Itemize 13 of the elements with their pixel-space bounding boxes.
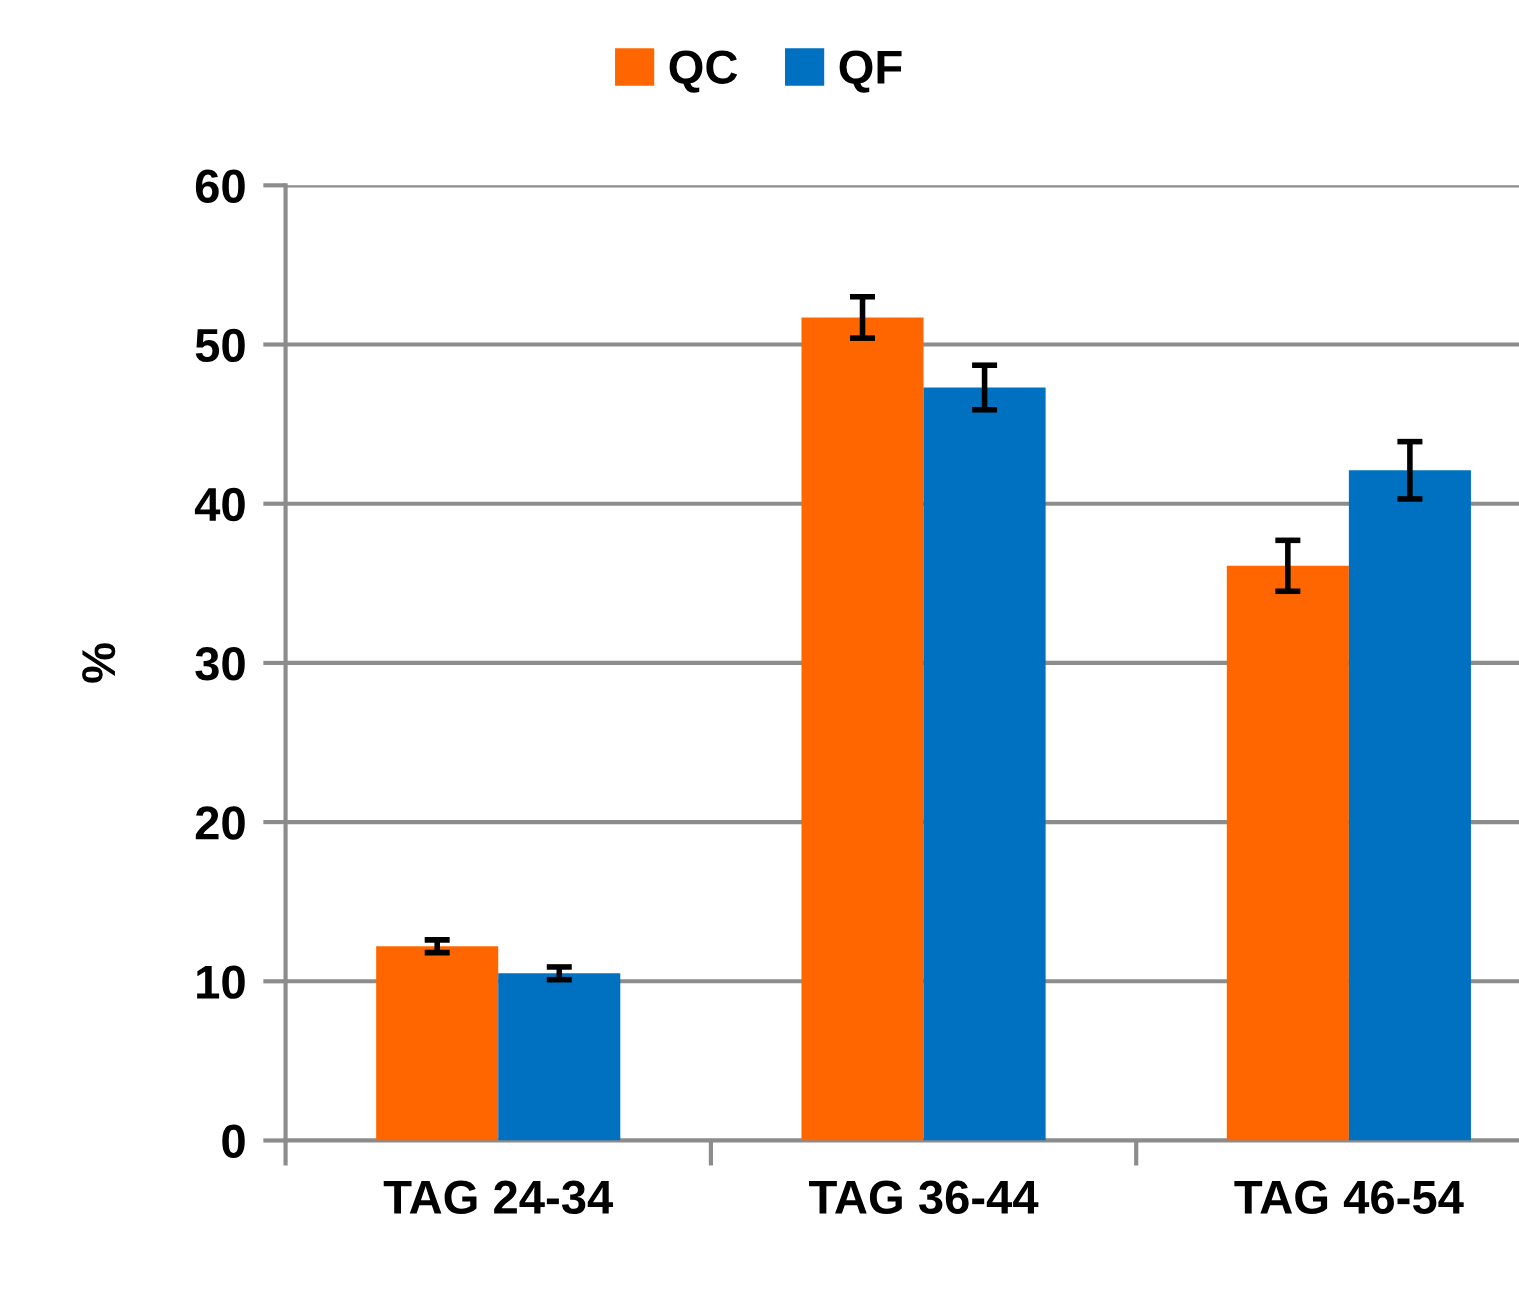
y-tick-label: 30 xyxy=(195,647,245,681)
legend-label: QC xyxy=(669,50,738,93)
y-tick-label: 10 xyxy=(197,965,245,999)
y-axis-title: % xyxy=(82,643,116,683)
x-tick-label: TAG 36-44 xyxy=(809,1180,1039,1215)
y-tick-label: 20 xyxy=(195,806,245,840)
y-tick-label: 40 xyxy=(194,487,245,522)
x-tick-label: TAG 46-54 xyxy=(1234,1180,1464,1215)
y-tick-label: 0 xyxy=(222,1124,245,1159)
y-tick-label: 50 xyxy=(195,328,245,363)
x-tick-label: TAG 24-34 xyxy=(383,1180,614,1215)
y-tick-label: 60 xyxy=(195,169,245,203)
legend-label: QF xyxy=(839,50,902,93)
